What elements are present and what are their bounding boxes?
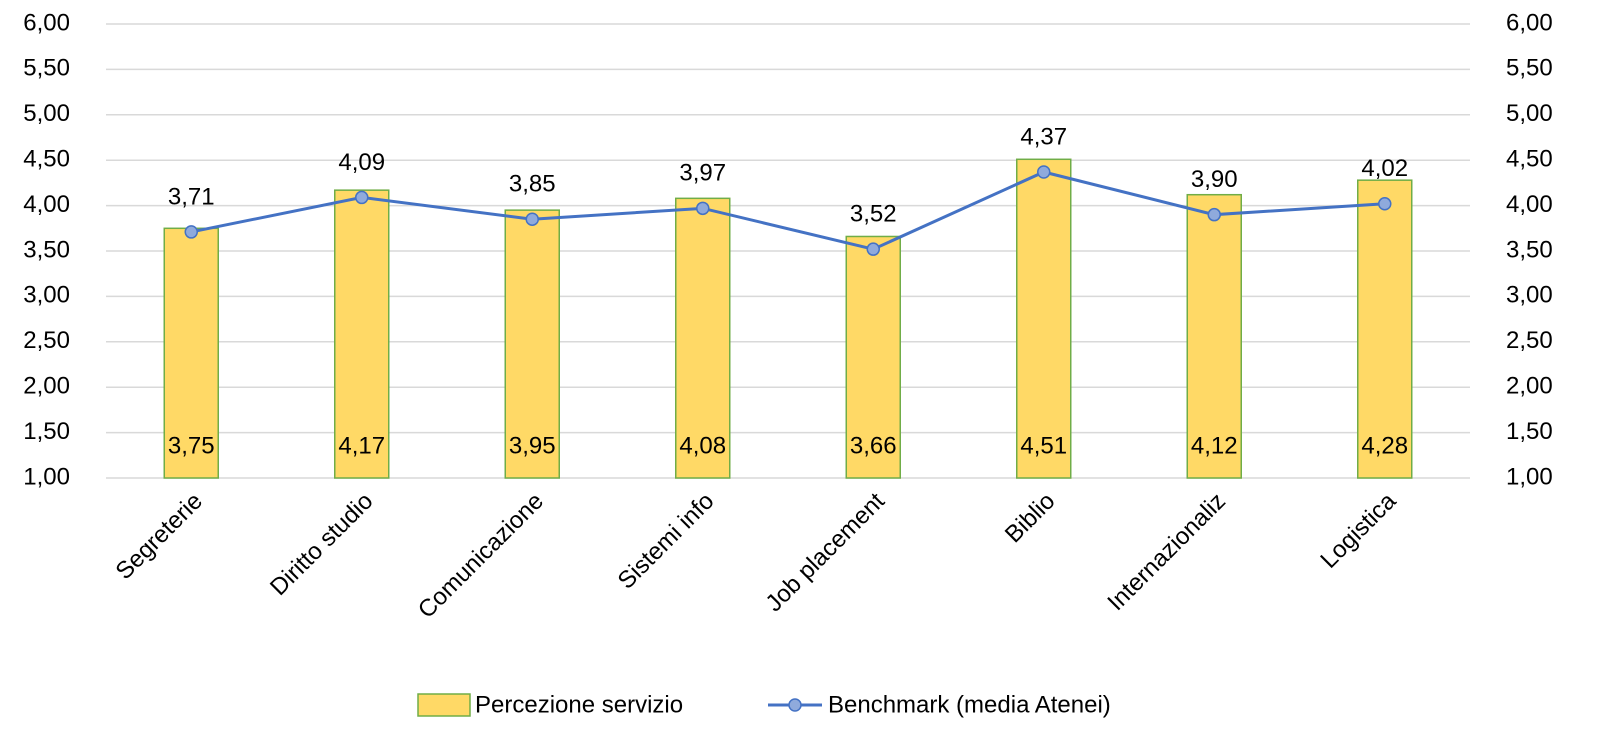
bar-value-label: 3,66: [850, 432, 897, 459]
bar-value-label: 4,17: [338, 432, 385, 459]
y2-tick-label: 4,50: [1506, 146, 1553, 173]
line-value-label: 3,90: [1191, 166, 1238, 193]
bar: [675, 197, 731, 479]
y-tick-label: 5,50: [23, 55, 70, 82]
y2-tick-label: 5,00: [1506, 100, 1553, 127]
y2-tick-label: 5,50: [1506, 55, 1553, 82]
line: [190, 170, 1385, 251]
y2-tick-label: 1,00: [1506, 463, 1553, 490]
marker: [1037, 165, 1051, 179]
y2-tick-label: 2,50: [1506, 327, 1553, 354]
line-value-label: 4,37: [1020, 123, 1067, 150]
x-tick-label: Comunicazione: [413, 488, 549, 624]
bar: [334, 189, 390, 479]
y-tick-label: 3,00: [23, 282, 70, 309]
line-value-label: 4,09: [338, 149, 385, 176]
legend-marker: [788, 698, 802, 712]
bar-value-label: 4,28: [1361, 432, 1408, 459]
bar: [845, 235, 901, 479]
marker: [696, 201, 710, 216]
y2-tick-label: 1,50: [1506, 418, 1553, 445]
line-value-label: 3,52: [850, 201, 897, 228]
y-tick-label: 1,00: [23, 463, 70, 490]
x-tick-label: Biblio: [1000, 488, 1061, 549]
y2-tick-label: 4,00: [1506, 191, 1553, 218]
x-tick-label: Job placement: [761, 487, 891, 617]
x-tick-label: Logistica: [1315, 487, 1402, 574]
line-value-label: 3,71: [168, 183, 215, 210]
marker: [355, 190, 369, 205]
y-tick-label: 3,50: [23, 236, 70, 263]
line-value-label: 3,97: [679, 160, 726, 187]
bar: [1357, 179, 1413, 479]
y2-tick-label: 3,00: [1506, 282, 1553, 309]
y-tick-label: 2,00: [23, 373, 70, 400]
y-tick-label: 4,00: [23, 191, 70, 218]
x-tick-label: Diritto studio: [265, 488, 378, 601]
legend-swatch: [417, 693, 471, 717]
line-value-label: 4,02: [1361, 155, 1408, 182]
bar: [1186, 193, 1242, 479]
bar-value-label: 4,12: [1191, 432, 1238, 459]
bar: [504, 209, 560, 479]
y-tick-label: 4,50: [23, 146, 70, 173]
bar: [1016, 158, 1072, 479]
y2-tick-label: 3,50: [1506, 236, 1553, 263]
legend-label: Benchmark (media Atenei): [828, 691, 1111, 718]
marker: [866, 242, 880, 256]
marker: [525, 212, 539, 226]
bar: [163, 227, 219, 479]
bar-value-label: 3,75: [168, 432, 215, 459]
marker: [1207, 207, 1221, 222]
y-tick-label: 2,50: [23, 327, 70, 354]
y-tick-label: 5,00: [23, 100, 70, 127]
y-tick-label: 1,50: [23, 418, 70, 445]
bar-value-label: 4,51: [1020, 432, 1067, 459]
y2-tick-label: 6,00: [1506, 9, 1553, 36]
x-tick-label: Segreterie: [111, 488, 208, 585]
bar-value-label: 3,95: [509, 432, 556, 459]
marker: [1378, 197, 1392, 211]
y-tick-label: 6,00: [23, 9, 70, 36]
legend-label: Percezione servizio: [475, 691, 683, 718]
y2-tick-label: 2,00: [1506, 373, 1553, 400]
line-value-label: 3,85: [509, 171, 556, 198]
x-tick-label: Sistemi info: [613, 488, 720, 595]
marker: [184, 225, 198, 239]
bar-value-label: 4,08: [679, 432, 726, 459]
x-tick-label: Internazionaliz: [1102, 488, 1231, 617]
